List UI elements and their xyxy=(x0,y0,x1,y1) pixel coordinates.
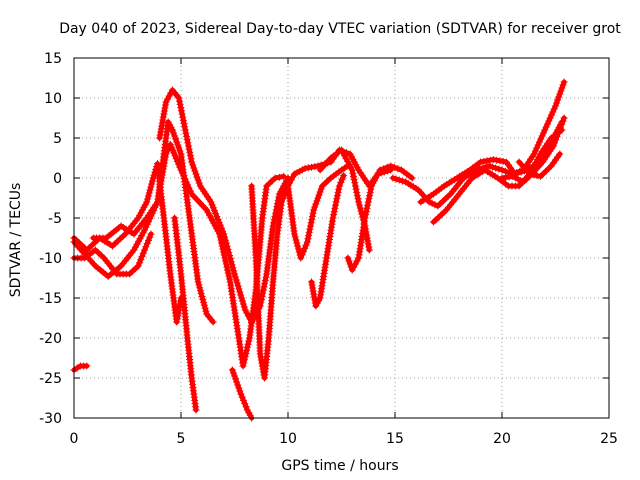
x-tick-label: 0 xyxy=(70,431,79,447)
x-tick-label: 5 xyxy=(177,431,186,447)
series-arc-5 xyxy=(156,86,292,326)
y-axis-label: SDTVAR / TECUs xyxy=(8,183,24,298)
chart-title: Day 040 of 2023, Sidereal Day-to-day VTE… xyxy=(59,21,621,37)
series-arc-9 xyxy=(284,162,352,262)
series-arc-8 xyxy=(248,146,395,382)
y-tick-label: -10 xyxy=(39,251,62,267)
series-markers xyxy=(284,162,352,262)
x-tick-label: 20 xyxy=(493,431,511,447)
x-axis-label: GPS time / hours xyxy=(281,458,398,474)
series-markers xyxy=(308,172,348,310)
plot-frame xyxy=(73,57,610,419)
series-arc-6 xyxy=(171,214,200,414)
x-tick-label: 25 xyxy=(600,431,618,447)
y-tick-label: 0 xyxy=(53,171,62,187)
series-arc-13 xyxy=(389,78,568,210)
series-markers xyxy=(228,366,256,422)
series-band xyxy=(90,119,216,325)
x-tick-labels: 0 5 10 15 20 25 xyxy=(70,431,618,447)
series-markers xyxy=(70,160,185,326)
series-arc-2 xyxy=(70,160,185,326)
series-markers xyxy=(344,162,416,274)
series-markers xyxy=(248,146,395,382)
series-markers xyxy=(389,78,568,210)
series-markers xyxy=(89,118,217,326)
y-tick-label: -15 xyxy=(39,291,62,307)
x-tick-label: 15 xyxy=(386,431,404,447)
y-tick-label: -25 xyxy=(39,371,62,387)
axis-ticks xyxy=(73,57,610,419)
series-arc-7 xyxy=(228,366,256,422)
data-series xyxy=(70,78,568,422)
series-markers xyxy=(515,150,564,180)
y-tick-label: -5 xyxy=(48,211,62,227)
y-tick-labels: -30 -25 -20 -15 -10 -5 0 5 10 15 xyxy=(39,51,62,427)
series-markers xyxy=(156,86,292,326)
y-tick-label: -30 xyxy=(39,411,62,427)
y-tick-label: -20 xyxy=(39,331,62,347)
series-arc-15 xyxy=(430,126,566,226)
series-arc-18 xyxy=(70,362,91,374)
series-markers xyxy=(430,126,566,226)
x-tick-label: 10 xyxy=(279,431,297,447)
series-markers xyxy=(171,214,200,414)
series-band xyxy=(157,87,291,325)
y-tick-label: 5 xyxy=(53,131,62,147)
grid-lines xyxy=(74,58,609,418)
series-arc-12 xyxy=(344,162,416,274)
y-tick-label: 10 xyxy=(44,91,62,107)
series-arc-17 xyxy=(515,150,564,180)
series-arc-10 xyxy=(308,172,348,310)
series-arc-4 xyxy=(89,118,217,326)
y-tick-label: 15 xyxy=(44,51,62,67)
